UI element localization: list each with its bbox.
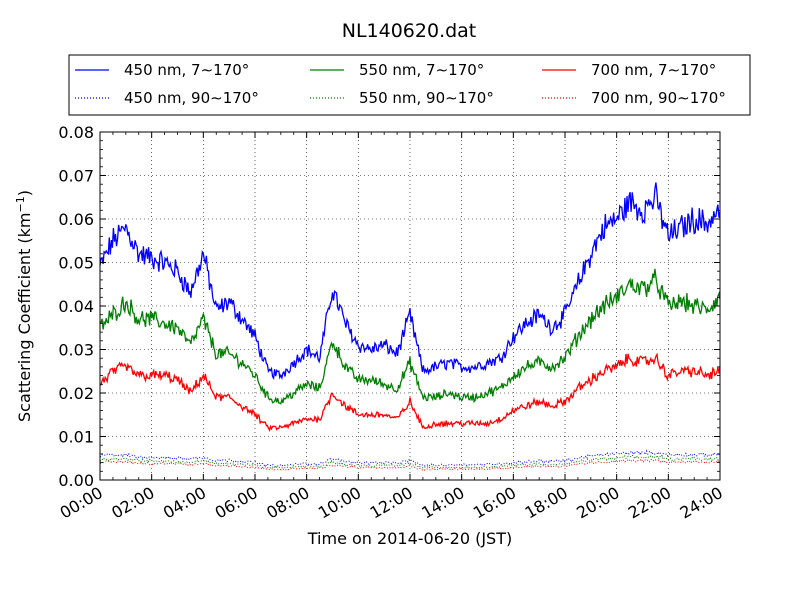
legend-label: 700 nm, 90∼170° [591, 89, 726, 107]
x-tick-label: 08:00 [263, 483, 312, 523]
y-tick-label: 0.01 [58, 428, 94, 447]
x-tick-label: 06:00 [212, 483, 261, 523]
legend-label: 450 nm, 7∼170° [124, 61, 249, 79]
y-tick-label: 0.03 [58, 341, 94, 360]
series-line [100, 352, 721, 432]
x-tick-label: 18:00 [522, 483, 571, 523]
y-axis-label-end: ) [15, 190, 34, 196]
y-axis-label-main: Scattering Coefficient (km [15, 212, 34, 422]
y-tick-label: 0.08 [58, 123, 94, 142]
x-tick-label: 14:00 [418, 483, 467, 523]
y-axis-label-sup: −1 [14, 196, 27, 212]
series-line [99, 449, 721, 468]
y-tick-label: 0.02 [58, 384, 94, 403]
y-tick-label: 0.05 [58, 254, 94, 273]
y-tick-label: 0.04 [58, 297, 94, 316]
y-tick-label: 0.07 [58, 167, 94, 186]
series-line [99, 182, 721, 381]
x-tick-label: 20:00 [573, 483, 622, 523]
x-axis-label: Time on 2014-06-20 (JST) [307, 529, 512, 548]
series-layer [99, 182, 721, 471]
y-tick-label: 0.00 [58, 471, 94, 490]
series-line [99, 454, 721, 470]
x-tick-label: 04:00 [160, 483, 209, 523]
y-tick-label: 0.06 [58, 210, 94, 229]
legend: 450 nm, 7∼170° 550 nm, 7∼170° 700 nm, 7∼17… [68, 54, 751, 116]
x-tick-label: 24:00 [677, 483, 726, 523]
y-axis-label: Scattering Coefficient (km−1) [14, 190, 34, 422]
x-tick-label: 16:00 [470, 483, 519, 523]
legend-label: 700 nm, 7∼170° [591, 61, 716, 79]
x-tick-label: 22:00 [625, 483, 674, 523]
legend-label: 550 nm, 90∼170° [359, 89, 494, 107]
series-line [99, 268, 721, 405]
x-tick-label: 02:00 [108, 483, 157, 523]
legend-label: 550 nm, 7∼170° [359, 61, 484, 79]
grid [100, 132, 720, 480]
legend-label: 450 nm, 90∼170° [124, 89, 259, 107]
legend-box [68, 54, 751, 116]
x-tick-label: 10:00 [315, 483, 364, 523]
y-axis: 0.00 0.01 0.02 0.03 0.04 0.05 0.06 0.07 0.08 [58, 123, 720, 490]
x-tick-label: 12:00 [367, 483, 416, 523]
series-line [99, 458, 721, 471]
chart-title: NL140620.dat [342, 20, 477, 42]
